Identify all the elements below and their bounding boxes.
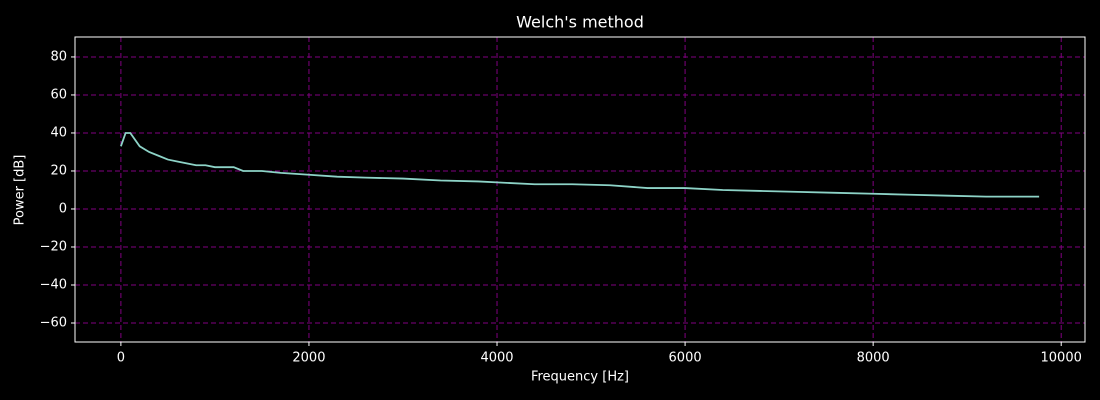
- chart-title: Welch's method: [516, 13, 644, 32]
- y-tick-label: −60: [40, 315, 67, 330]
- y-axis-label: Power [dB]: [13, 155, 28, 226]
- y-tick-label: 20: [50, 163, 67, 178]
- plot-frame: [74, 36, 1086, 343]
- y-tick-label: −40: [40, 277, 67, 292]
- y-tick-label: 80: [50, 49, 67, 64]
- x-tick-label: 4000: [480, 351, 513, 366]
- y-tick-label: −20: [40, 239, 67, 254]
- x-tick-label: 8000: [857, 351, 890, 366]
- x-tick-label: 2000: [292, 351, 325, 366]
- data-line: [120, 132, 1040, 198]
- x-tick-label: 0: [117, 351, 125, 366]
- x-tick-label: 6000: [669, 351, 702, 366]
- y-tick-label: 0: [59, 201, 67, 216]
- y-tick-label: 40: [50, 125, 67, 140]
- x-tick-label: 10000: [1041, 351, 1082, 366]
- x-axis-label: Frequency [Hz]: [531, 370, 629, 385]
- y-tick-label: 60: [50, 87, 67, 102]
